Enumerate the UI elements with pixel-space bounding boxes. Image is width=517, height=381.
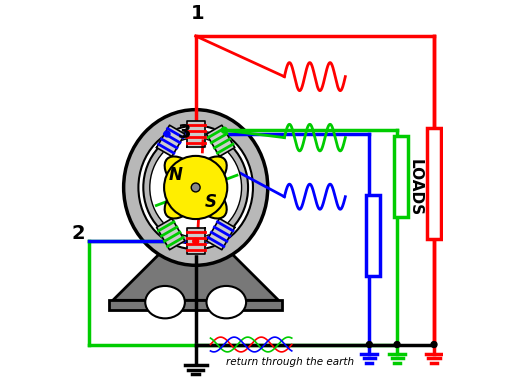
Ellipse shape xyxy=(189,181,227,219)
Text: LOADS: LOADS xyxy=(408,159,423,216)
Ellipse shape xyxy=(150,138,241,237)
Polygon shape xyxy=(187,121,205,147)
Text: 2: 2 xyxy=(71,224,85,243)
Ellipse shape xyxy=(145,286,185,319)
Text: return through the earth: return through the earth xyxy=(226,357,354,367)
Ellipse shape xyxy=(164,181,202,219)
Ellipse shape xyxy=(124,110,268,265)
Ellipse shape xyxy=(206,286,246,319)
Bar xyxy=(366,195,379,276)
Circle shape xyxy=(193,239,199,244)
Bar xyxy=(427,128,440,239)
Circle shape xyxy=(367,341,372,347)
Bar xyxy=(394,136,408,217)
Circle shape xyxy=(394,341,400,347)
Ellipse shape xyxy=(189,157,227,194)
Polygon shape xyxy=(157,218,185,250)
Polygon shape xyxy=(206,218,235,250)
Polygon shape xyxy=(187,229,205,254)
Ellipse shape xyxy=(164,156,227,219)
Circle shape xyxy=(191,183,200,192)
Text: 3: 3 xyxy=(178,123,192,142)
Circle shape xyxy=(164,131,170,137)
Bar xyxy=(109,300,282,309)
Polygon shape xyxy=(206,125,235,157)
Circle shape xyxy=(431,341,437,347)
Circle shape xyxy=(221,127,227,133)
Text: S: S xyxy=(204,193,217,211)
Ellipse shape xyxy=(143,131,248,244)
Polygon shape xyxy=(113,254,279,300)
Ellipse shape xyxy=(139,126,253,249)
Ellipse shape xyxy=(164,157,202,194)
Polygon shape xyxy=(157,125,185,157)
Text: 1: 1 xyxy=(191,4,204,23)
Text: N: N xyxy=(169,165,183,184)
